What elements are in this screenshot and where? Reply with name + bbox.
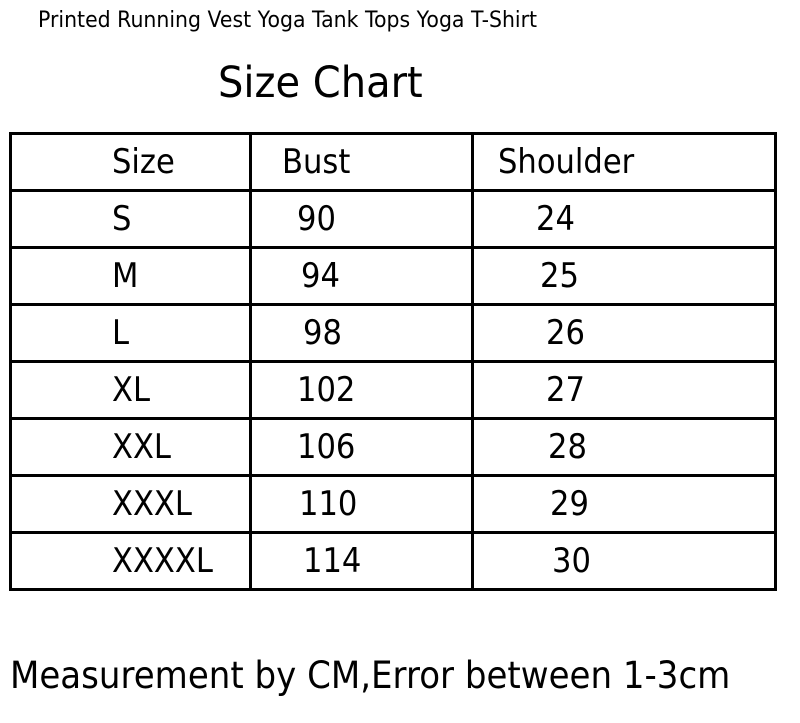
cell-text: XXXXL [112, 541, 213, 581]
cell-text: L [112, 313, 130, 353]
header-bust: Bust [249, 132, 474, 192]
cell-text: 110 [299, 484, 358, 524]
table-row: XXXL 110 29 [9, 474, 777, 534]
cell-bust: 90 [249, 189, 474, 249]
table-header-row: Size Bust Shoulder [9, 132, 777, 192]
cell-bust: 110 [249, 474, 474, 534]
cell-size: S [9, 189, 252, 249]
cell-text: M [112, 256, 139, 296]
header-size: Size [9, 132, 252, 192]
cell-text: 98 [303, 313, 342, 353]
measurement-note: Measurement by CM,Error between 1-3cm [10, 654, 731, 697]
cell-shoulder: 28 [471, 417, 777, 477]
cell-text: XXXL [112, 484, 192, 524]
cell-text: 24 [536, 199, 575, 239]
cell-text: 106 [297, 427, 356, 467]
cell-size: L [9, 303, 252, 363]
header-text: Size [112, 142, 175, 182]
header-text: Bust [282, 142, 351, 182]
cell-text: 30 [552, 541, 591, 581]
cell-bust: 102 [249, 360, 474, 420]
cell-bust: 98 [249, 303, 474, 363]
cell-text: S [112, 199, 132, 239]
cell-text: 102 [297, 370, 356, 410]
cell-text: 27 [546, 370, 585, 410]
table-row: M 94 25 [9, 246, 777, 306]
cell-shoulder: 26 [471, 303, 777, 363]
cell-text: 114 [303, 541, 362, 581]
size-chart-heading: Size Chart [218, 58, 423, 108]
cell-text: 90 [297, 199, 336, 239]
cell-text: 26 [546, 313, 585, 353]
cell-shoulder: 30 [471, 531, 777, 591]
table-row: XXL 106 28 [9, 417, 777, 477]
table-row: S 90 24 [9, 189, 777, 249]
cell-text: XXL [112, 427, 171, 467]
cell-size: M [9, 246, 252, 306]
size-chart-table: Size Bust Shoulder S 90 24 M 94 25 L 98 26 XL 102 2… [9, 132, 777, 591]
cell-bust: 94 [249, 246, 474, 306]
product-title: Printed Running Vest Yoga Tank Tops Yoga… [38, 8, 538, 33]
cell-size: XL [9, 360, 252, 420]
table-row: L 98 26 [9, 303, 777, 363]
cell-size: XXL [9, 417, 252, 477]
cell-size: XXXXL [9, 531, 252, 591]
cell-shoulder: 24 [471, 189, 777, 249]
cell-text: XL [112, 370, 151, 410]
cell-text: 94 [301, 256, 340, 296]
cell-shoulder: 29 [471, 474, 777, 534]
table-row: XL 102 27 [9, 360, 777, 420]
cell-text: 28 [548, 427, 587, 467]
cell-size: XXXL [9, 474, 252, 534]
cell-bust: 114 [249, 531, 474, 591]
cell-text: 29 [550, 484, 589, 524]
cell-bust: 106 [249, 417, 474, 477]
table-row: XXXXL 114 30 [9, 531, 777, 591]
cell-shoulder: 27 [471, 360, 777, 420]
header-text: Shoulder [498, 142, 635, 182]
cell-shoulder: 25 [471, 246, 777, 306]
header-shoulder: Shoulder [471, 132, 777, 192]
cell-text: 25 [540, 256, 579, 296]
